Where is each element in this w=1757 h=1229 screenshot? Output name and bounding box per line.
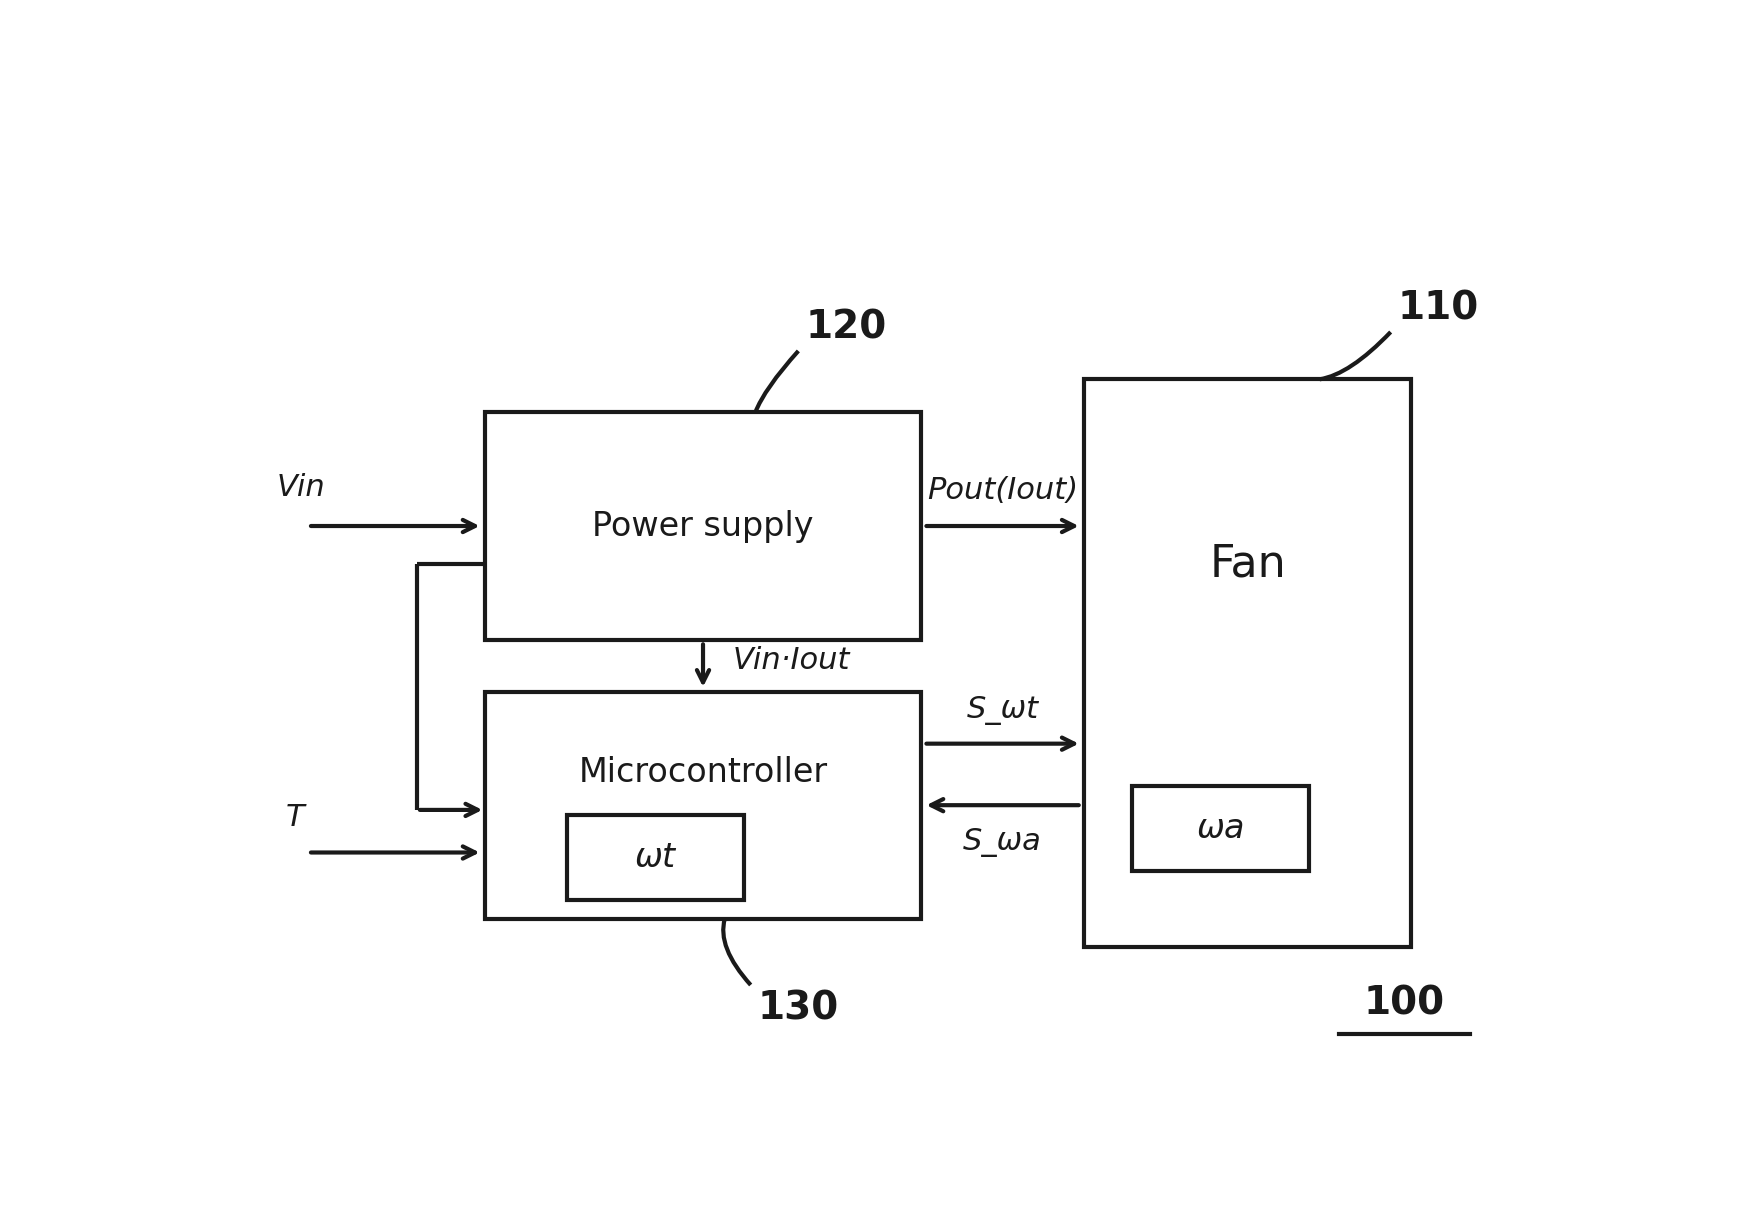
Text: ωt: ωt	[634, 841, 676, 874]
Bar	[1132, 787, 1309, 871]
Text: Microcontroller: Microcontroller	[578, 756, 828, 789]
Text: S_ωa: S_ωa	[963, 828, 1042, 857]
Text: Vin: Vin	[278, 473, 325, 503]
Text: 100: 100	[1363, 984, 1444, 1023]
Text: Power supply: Power supply	[592, 510, 813, 542]
Bar	[485, 413, 921, 639]
Bar	[1084, 380, 1411, 948]
Text: Fan: Fan	[1209, 542, 1286, 585]
Text: S_ωt: S_ωt	[966, 696, 1038, 725]
Text: ωa: ωa	[1197, 812, 1244, 846]
Bar	[485, 692, 921, 919]
Text: T: T	[285, 803, 304, 832]
Text: 120: 120	[805, 308, 886, 347]
Text: 130: 130	[757, 989, 838, 1027]
Text: Pout(Iout): Pout(Iout)	[928, 476, 1079, 505]
Text: Vin·Iout: Vin·Iout	[733, 646, 850, 676]
Bar	[568, 815, 743, 900]
Text: 110: 110	[1397, 289, 1479, 327]
